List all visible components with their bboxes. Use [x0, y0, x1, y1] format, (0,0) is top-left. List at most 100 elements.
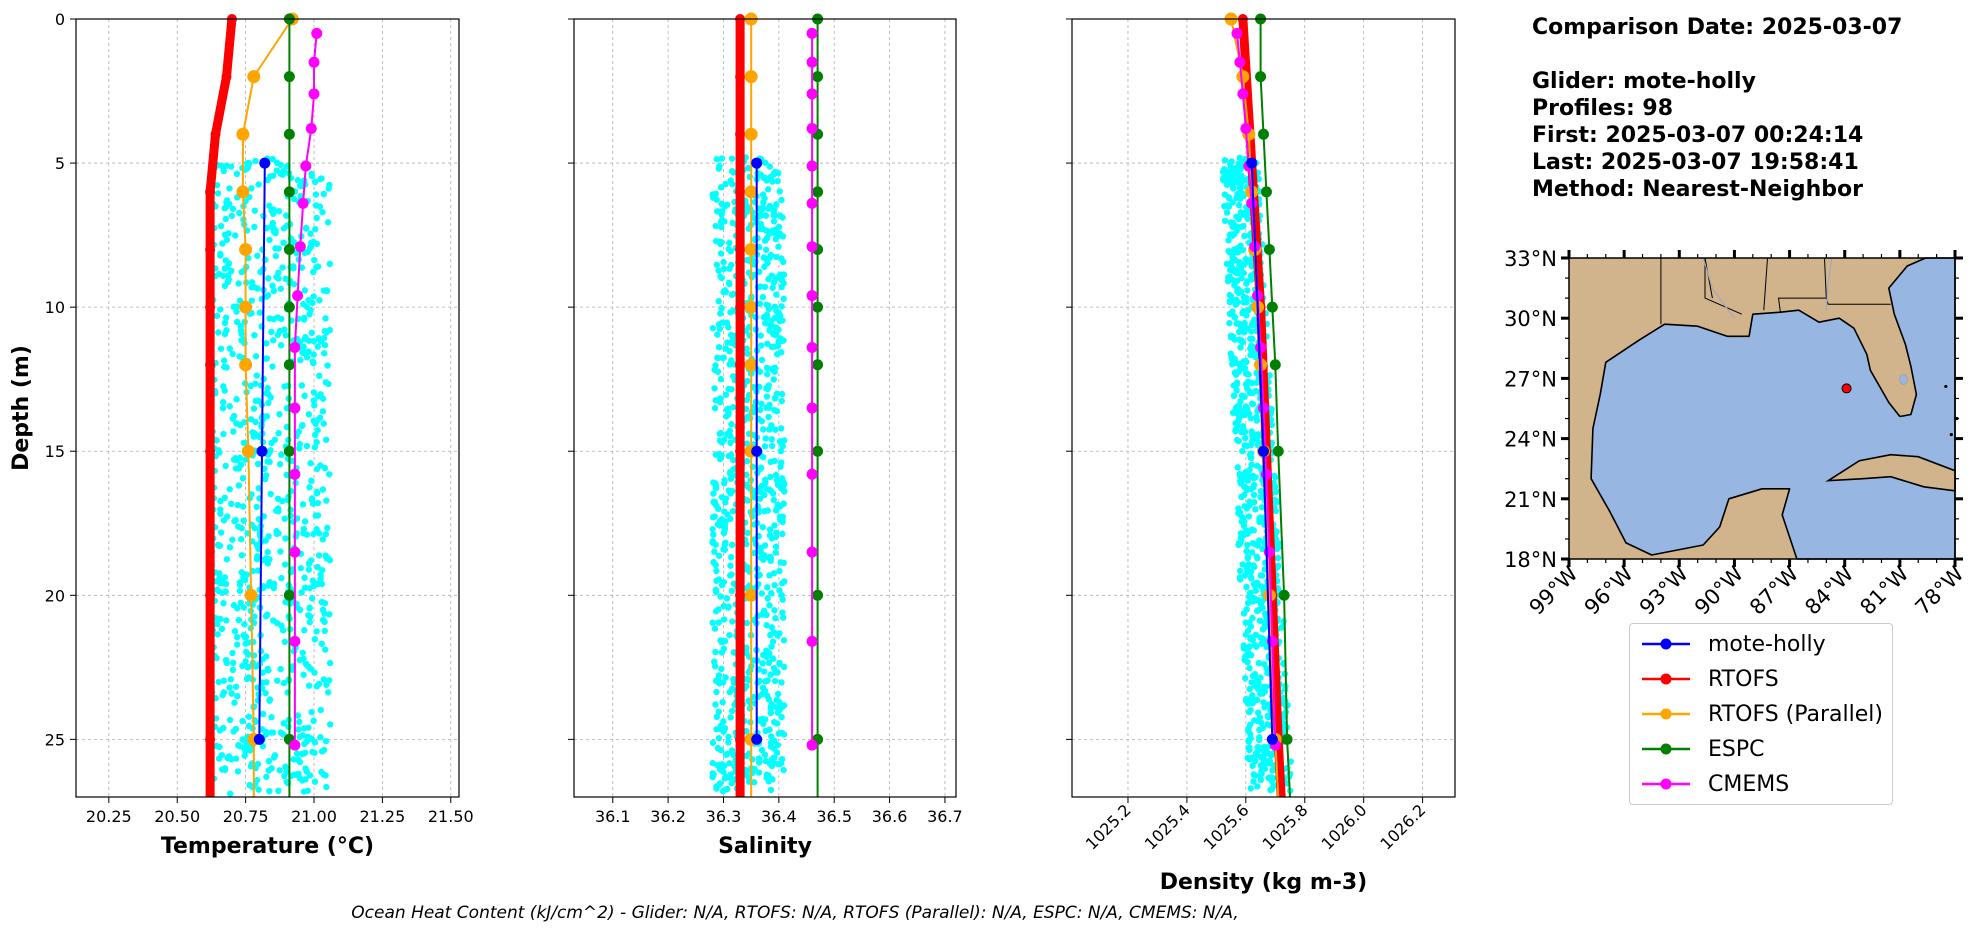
glider-scatter-point	[712, 561, 719, 569]
glider-scatter-point	[321, 627, 328, 635]
glider-scatter-point	[313, 490, 321, 497]
glider-scatter-point	[303, 354, 311, 361]
glider-scatter-point	[1270, 775, 1277, 782]
x-tick-label: 1025.8	[1259, 800, 1312, 853]
x-tick-label: 21.25	[359, 807, 405, 826]
glider-scatter-point	[273, 273, 280, 281]
glider-scatter-point	[280, 225, 288, 232]
legend-item-rtofs: RTOFS	[1640, 664, 1779, 694]
glider-scatter-point	[259, 669, 266, 676]
glider-scatter-point	[298, 264, 306, 271]
glider-scatter-point	[265, 757, 273, 765]
glider-scatter-point	[219, 399, 227, 406]
series-marker-rtofs-parallel	[241, 444, 255, 458]
glider-scatter-point	[744, 675, 751, 683]
glider-scatter-point	[715, 708, 722, 716]
glider-scatter-point	[320, 420, 327, 427]
glider-scatter-point	[1237, 360, 1244, 368]
glider-scatter-point	[1229, 409, 1237, 416]
glider-scatter-point	[1245, 513, 1253, 520]
glider-scatter-point	[757, 544, 765, 552]
glider-scatter-point	[1248, 575, 1255, 582]
glider-scatter-point	[1246, 685, 1253, 693]
series-marker-espc	[812, 359, 824, 371]
glider-scatter-point	[299, 649, 306, 656]
glider-scatter-point	[709, 324, 716, 332]
glider-scatter-point	[762, 479, 769, 486]
glider-scatter-point	[1263, 701, 1270, 708]
glider-scatter-point	[248, 185, 255, 192]
glider-scatter-point	[311, 402, 318, 409]
glider-scatter-point	[1240, 269, 1247, 277]
glider-scatter-point	[305, 296, 312, 304]
glider-scatter-point	[220, 677, 228, 684]
glider-scatter-point	[777, 271, 784, 278]
glider-scatter-point	[259, 710, 267, 718]
glider-scatter-point	[227, 500, 235, 508]
glider-scatter-point	[240, 517, 247, 524]
glider-scatter-point	[269, 282, 276, 289]
series-marker-cmems	[806, 341, 818, 353]
glider-scatter-point	[1264, 669, 1271, 677]
glider-scatter-point	[1235, 414, 1243, 422]
glider-scatter-point	[713, 688, 720, 696]
glider-scatter-point	[774, 177, 781, 185]
series-marker-espc	[812, 589, 824, 601]
glider-scatter-point	[263, 773, 270, 781]
series-marker-rtofs	[205, 446, 216, 457]
glider-scatter-point	[1274, 554, 1282, 562]
glider-scatter-point	[775, 223, 783, 231]
glider-scatter-point	[779, 579, 786, 587]
glider-scatter-point	[1245, 709, 1253, 716]
glider-scatter-point	[778, 196, 785, 204]
glider-scatter-point	[277, 285, 284, 292]
glider-scatter-point	[240, 604, 248, 611]
glider-scatter-point	[1243, 410, 1250, 417]
glider-scatter-point	[219, 589, 226, 596]
glider-scatter-point	[1262, 622, 1269, 630]
glider-scatter-point	[1249, 335, 1256, 343]
glider-scatter-point	[316, 530, 323, 537]
glider-scatter-point	[324, 524, 331, 532]
glider-scatter-point	[713, 261, 721, 268]
glider-scatter-point	[730, 466, 737, 473]
glider-scatter-point	[251, 283, 258, 291]
glider-scatter-point	[715, 552, 723, 559]
glider-scatter-point	[765, 413, 772, 421]
series-marker-rtofs	[221, 71, 232, 82]
glider-scatter-point	[228, 267, 235, 275]
glider-scatter-point	[765, 305, 773, 313]
glider-scatter-point	[778, 679, 785, 686]
glider-scatter-point	[744, 164, 752, 172]
glider-scatter-point	[718, 216, 726, 224]
series-marker-rtofs-parallel	[744, 185, 758, 199]
glider-scatter-point	[763, 774, 770, 781]
glider-scatter-point	[298, 422, 306, 430]
map-ocean	[1590, 257, 1956, 560]
glider-scatter-point	[1246, 664, 1253, 672]
glider-scatter-point	[272, 252, 280, 260]
series-marker-cmems	[308, 88, 320, 100]
glider-scatter-point	[743, 619, 751, 627]
glider-scatter-point	[743, 752, 750, 760]
glider-scatter-point	[262, 728, 269, 735]
glider-scatter-point	[229, 205, 237, 212]
glider-scatter-point	[297, 192, 304, 200]
glider-scatter-point	[228, 755, 235, 763]
glider-scatter-point	[715, 267, 722, 274]
glider-scatter-point	[710, 531, 717, 538]
glider-scatter-point	[721, 522, 729, 529]
glider-scatter-point	[717, 429, 725, 437]
glider-scatter-point	[238, 461, 245, 468]
glider-scatter-point	[773, 696, 780, 704]
glider-scatter-point	[324, 362, 331, 369]
series-marker-rtofs-parallel	[1236, 70, 1250, 84]
legend-swatch-rtofs-parallel	[1640, 704, 1692, 724]
glider-scatter-point	[1224, 274, 1232, 281]
glider-scatter-point	[230, 412, 238, 420]
legend-swatch-marker	[1660, 708, 1672, 720]
glider-scatter-point	[326, 611, 333, 618]
glider-scatter-point	[215, 755, 223, 762]
x-tick-label: 36.3	[706, 807, 742, 826]
